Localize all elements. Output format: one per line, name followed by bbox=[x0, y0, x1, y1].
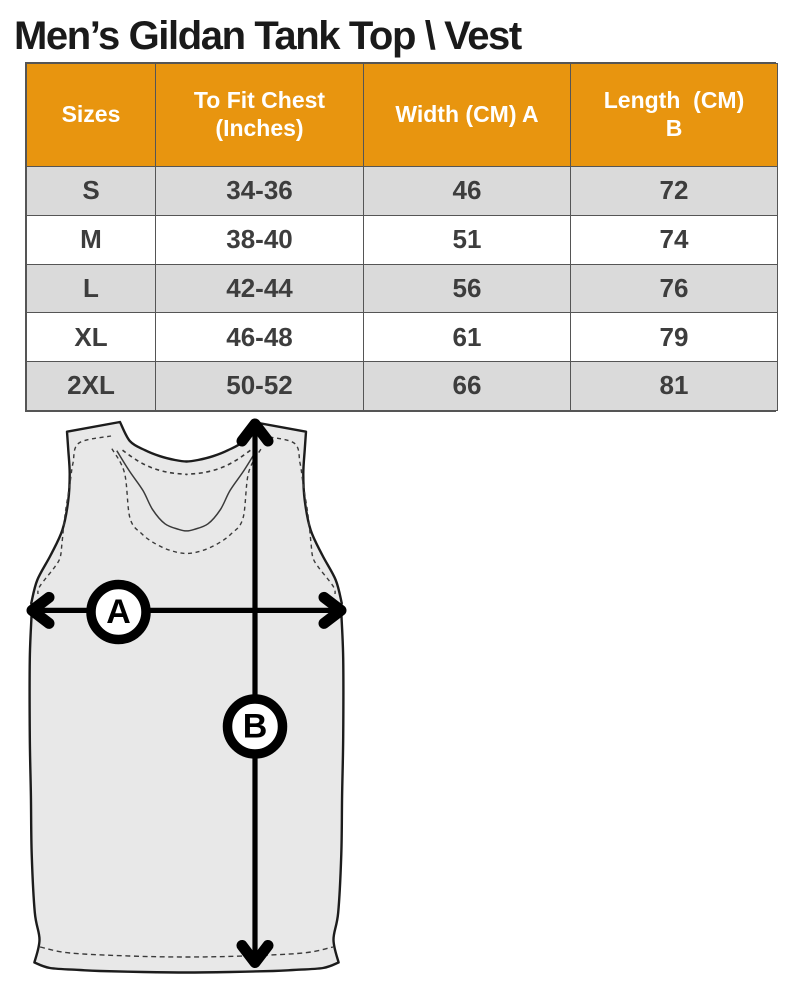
svg-text:A: A bbox=[106, 593, 131, 631]
svg-text:B: B bbox=[243, 708, 268, 746]
